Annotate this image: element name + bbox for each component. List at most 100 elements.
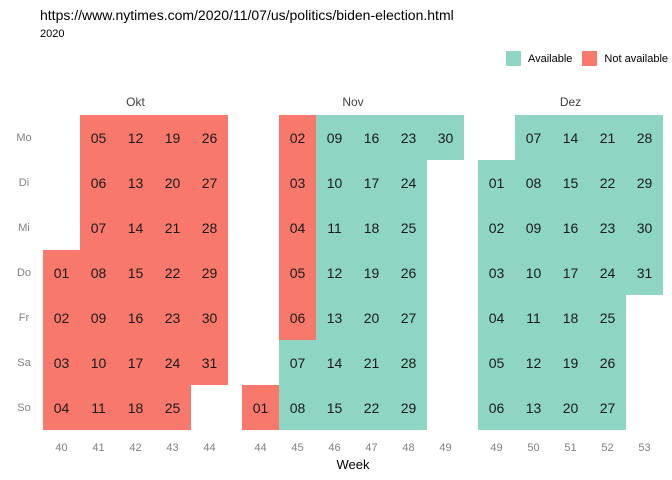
empty-cell: [427, 205, 464, 250]
day-cell: 10: [515, 250, 552, 295]
week-tick-label: 53: [638, 442, 651, 454]
day-cell: 27: [191, 160, 228, 205]
month-title: Nov: [342, 95, 364, 109]
day-cell: 07: [80, 205, 117, 250]
weekday-label: Di: [18, 176, 30, 189]
day-cell: 17: [552, 250, 589, 295]
day-cell: 09: [515, 205, 552, 250]
day-cell: 12: [117, 115, 154, 160]
day-cell: 08: [279, 385, 316, 430]
month-title: Dez: [559, 95, 582, 109]
empty-cell: [427, 250, 464, 295]
day-cell: 06: [478, 385, 515, 430]
legend-swatch-icon: [505, 51, 521, 66]
day-cell: 04: [43, 385, 80, 430]
week-tick-label: 47: [365, 442, 378, 454]
empty-cell: [626, 340, 663, 385]
month-nov: Nov 02 09 16 23 30 03 10 17 24 04 11 18 25 05 12 19 26 06 1…: [242, 95, 464, 454]
day-cell: 26: [390, 250, 427, 295]
empty-cell: [427, 295, 464, 340]
day-cell: 12: [515, 340, 552, 385]
day-cell: 22: [589, 160, 626, 205]
legend: Available Not available: [496, 51, 668, 66]
weekday-label: Fr: [18, 311, 30, 324]
day-cell: 28: [626, 115, 663, 160]
empty-cell: [242, 115, 279, 160]
day-cell: 06: [80, 160, 117, 205]
week-tick-label: 43: [166, 442, 179, 454]
day-cell: 08: [80, 250, 117, 295]
day-cell: 27: [589, 385, 626, 430]
day-cell: 14: [117, 205, 154, 250]
day-cell: 16: [353, 115, 390, 160]
month-okt: Okt 05 12 19 26 06 13 20 27 07 14 21 28 01 08 15 22 29 02 0…: [43, 95, 228, 454]
day-cell: 19: [353, 250, 390, 295]
empty-cell: [427, 160, 464, 205]
day-cell: 13: [117, 160, 154, 205]
legend-item-a: Available: [505, 51, 573, 66]
day-cell: 05: [478, 340, 515, 385]
weekday-labels: Mo Di Mi Do Fr Sa So: [8, 115, 40, 430]
day-cell: 14: [316, 340, 353, 385]
day-cell: 21: [154, 205, 191, 250]
weekday-label: Do: [16, 266, 32, 279]
day-cell: 29: [626, 160, 663, 205]
week-axis-row: 40 41 42 43 44: [43, 442, 228, 454]
day-cell: 03: [478, 250, 515, 295]
day-cell: 23: [154, 295, 191, 340]
day-cell: 19: [154, 115, 191, 160]
day-cell: 01: [478, 160, 515, 205]
day-cell: 05: [279, 250, 316, 295]
day-cell: 29: [191, 250, 228, 295]
day-cell: 23: [589, 205, 626, 250]
legend-label: Available: [527, 52, 573, 65]
x-axis-title: Week: [336, 457, 370, 472]
day-cell: 15: [552, 160, 589, 205]
months-row: Okt 05 12 19 26 06 13 20 27 07 14 21 28 01 08 15 22 29 02 0…: [43, 95, 663, 454]
day-cell: 18: [552, 295, 589, 340]
month-grid: 05 12 19 26 06 13 20 27 07 14 21 28 01 08 15 22 29 02 09 16…: [43, 115, 228, 430]
week-tick-label: 49: [490, 442, 503, 454]
page-title-url: https://www.nytimes.com/2020/11/07/us/po…: [40, 7, 454, 23]
day-cell: 16: [552, 205, 589, 250]
day-cell: 07: [515, 115, 552, 160]
day-cell: 09: [80, 295, 117, 340]
week-tick-label: 52: [601, 442, 614, 454]
day-cell: 24: [154, 340, 191, 385]
day-cell: 29: [390, 385, 427, 430]
empty-cell: [427, 340, 464, 385]
day-cell: 28: [191, 205, 228, 250]
day-cell: 09: [316, 115, 353, 160]
empty-cell: [43, 160, 80, 205]
day-cell: 17: [117, 340, 154, 385]
empty-cell: [43, 205, 80, 250]
empty-cell: [242, 340, 279, 385]
day-cell: 13: [515, 385, 552, 430]
weekday-label: Mo: [16, 131, 32, 144]
week-tick-label: 45: [291, 442, 304, 454]
day-cell: 01: [242, 385, 279, 430]
day-cell: 11: [80, 385, 117, 430]
day-cell: 20: [353, 295, 390, 340]
legend-label: Not available: [604, 52, 668, 65]
weekday-label: So: [17, 401, 31, 414]
month-grid: 02 09 16 23 30 03 10 17 24 04 11 18 25 05 12 19 26 06 13 20…: [242, 115, 464, 430]
day-cell: 18: [117, 385, 154, 430]
day-cell: 22: [353, 385, 390, 430]
week-axis-row: 49 50 51 52 53: [478, 442, 663, 454]
day-cell: 03: [43, 340, 80, 385]
day-cell: 21: [353, 340, 390, 385]
empty-cell: [626, 385, 663, 430]
day-cell: 04: [279, 205, 316, 250]
day-cell: 26: [191, 115, 228, 160]
day-cell: 23: [390, 115, 427, 160]
day-cell: 10: [80, 340, 117, 385]
day-cell: 25: [390, 205, 427, 250]
day-cell: 02: [478, 205, 515, 250]
day-cell: 02: [279, 115, 316, 160]
day-cell: 26: [589, 340, 626, 385]
day-cell: 01: [43, 250, 80, 295]
day-cell: 18: [353, 205, 390, 250]
empty-cell: [242, 250, 279, 295]
